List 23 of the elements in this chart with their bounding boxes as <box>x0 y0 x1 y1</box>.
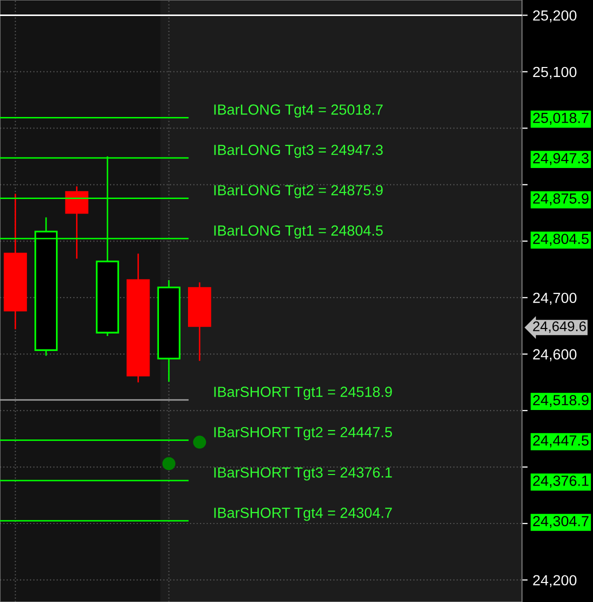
candlestick <box>65 186 88 260</box>
ref-line-label: IBarLONG Tgt4 = 25018.7 <box>214 104 383 118</box>
y-tick-label: 24,875.9 <box>533 193 588 206</box>
ref-line-label: IBarSHORT Tgt4 = 24304.7 <box>214 508 392 521</box>
y-tick-label: 24,447.5 <box>533 435 589 448</box>
y-tick-label: 24,200 <box>533 575 576 588</box>
y-tick-label: 24,376.1 <box>533 476 588 488</box>
y-tick-label: 24,804.5 <box>533 234 589 246</box>
ref-line-label: IBarSHORT Tgt3 = 24376.1 <box>214 467 392 481</box>
y-tick-label: 24,304.7 <box>533 516 588 528</box>
ref-line-label: IBarLONG Tgt2 = 24875.9 <box>214 185 383 198</box>
y-tick-label: 24,947.3 <box>533 153 589 166</box>
ref-line-label: IBarSHORT Tgt2 = 24447.5 <box>214 426 392 440</box>
ref-line-label: IBarLONG Tgt3 = 24947.3 <box>214 144 383 158</box>
y-tick-label: 25,100 <box>533 66 576 79</box>
y-tick-label: 24,649.6 <box>533 321 586 333</box>
y-tick-label: 24,518.9 <box>533 394 588 408</box>
y-tick-label: 25,018.7 <box>533 112 588 125</box>
y-tick-label: 25,200 <box>533 10 576 22</box>
y-tick-label: 24,600 <box>533 349 576 362</box>
y-tick-label: 24,700 <box>533 292 576 305</box>
ref-line-label: IBarLONG Tgt1 = 24804.5 <box>214 225 383 239</box>
ref-line-label: IBarSHORT Tgt1 = 24518.9 <box>214 386 392 400</box>
